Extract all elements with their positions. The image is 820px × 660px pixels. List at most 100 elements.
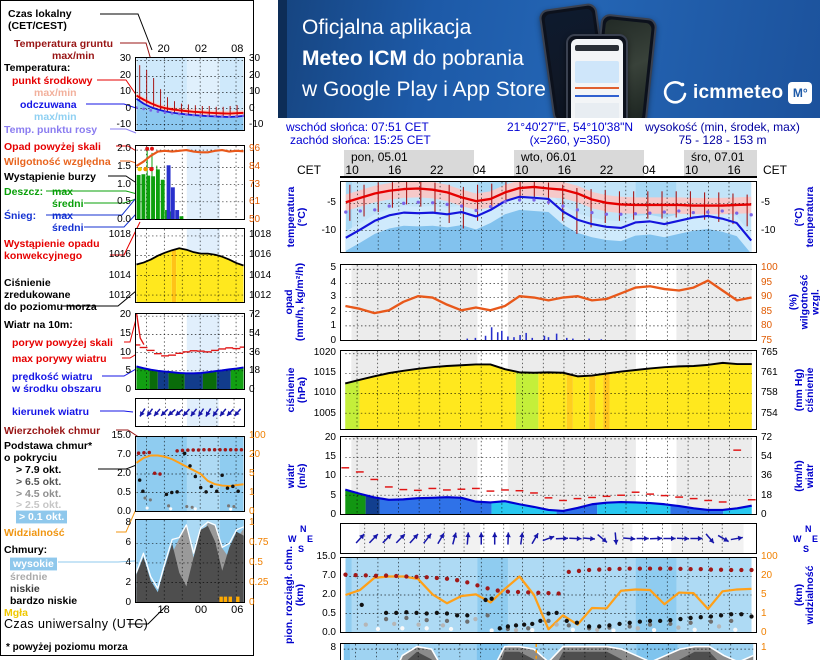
- tick-label: 90: [761, 291, 773, 303]
- tick-label: -10: [249, 119, 264, 131]
- legend-item: > 0.1 okt.: [16, 510, 68, 524]
- mini-wind: [135, 313, 245, 390]
- tick-label: 100: [249, 430, 266, 441]
- tick-label: -5: [327, 196, 336, 208]
- tick-label: 5: [761, 589, 767, 600]
- mini-hour-label: 00: [194, 604, 208, 616]
- ylabel-pressure-right: (mm Hg) ciśnienie: [793, 367, 816, 413]
- tick-label: 0: [330, 509, 336, 520]
- mini-hour-label: 02: [194, 43, 208, 55]
- legend-panel: [0, 0, 254, 656]
- tick-label: 8: [125, 517, 131, 528]
- tick-label: 2.0: [117, 143, 131, 155]
- tick-label: 18: [761, 489, 773, 501]
- tick-label: 8: [330, 642, 336, 654]
- legend-item: bardzo niskie: [10, 595, 78, 607]
- main-wind: [340, 436, 757, 515]
- tick-label: 100: [761, 551, 778, 562]
- ylabel-wind-right: (km/h) wiatr: [793, 460, 816, 492]
- tick-label: 1.5: [117, 160, 131, 172]
- tick-label: 20: [119, 309, 131, 321]
- tick-label: -10: [116, 119, 131, 131]
- legend-item: Chmury:: [4, 544, 48, 556]
- tick-label: 754: [761, 407, 778, 419]
- tick-label: 0: [249, 384, 255, 395]
- legend-item: Temperatura gruntu: [14, 38, 113, 50]
- legend-item: średnie: [10, 571, 48, 583]
- tick-label: 72: [761, 431, 773, 443]
- tick-label: 20: [119, 69, 131, 81]
- legend-item: max/min: [52, 50, 95, 62]
- icmmeteo-logo[interactable]: icmmeteo M°: [662, 80, 813, 106]
- utc-label: Czas uniwersalny (UTC): [4, 617, 149, 631]
- hour-label: 04: [472, 163, 486, 177]
- tick-label: 1: [330, 320, 336, 332]
- tick-label: 2.0: [322, 589, 336, 600]
- banner-line2: Meteo ICM do pobrania: [302, 43, 546, 74]
- compass-n: N: [300, 524, 307, 534]
- tick-label: 1: [249, 487, 255, 498]
- tick-label: 10: [119, 86, 131, 98]
- tick-label: 5: [249, 468, 255, 479]
- tick-label: 50: [249, 214, 261, 225]
- main-cover: [340, 643, 757, 660]
- legend-item: średni: [52, 222, 84, 234]
- compass-e: E: [307, 534, 314, 544]
- tick-label: 1012: [108, 289, 131, 301]
- tick-label: 6: [125, 537, 131, 548]
- day-label: śro, 07.01: [691, 150, 745, 164]
- main-precip: [340, 264, 757, 341]
- tick-label: 4: [330, 276, 336, 288]
- tick-label: 7.0: [117, 449, 131, 460]
- legend-item: Wystąpienie burzy: [4, 171, 96, 183]
- mini-hour-label: 06: [231, 604, 244, 616]
- tick-label: 0.25: [249, 577, 269, 588]
- mini-temp: [135, 57, 245, 131]
- app-banner[interactable]: Oficjalna aplikacja Meteo ICM do pobrani…: [278, 0, 820, 118]
- tick-label: 96: [249, 143, 261, 155]
- day-label: pon, 05.01: [351, 150, 408, 164]
- tick-label: 1015: [313, 367, 336, 379]
- banner-line1: Oficjalna aplikacja: [302, 16, 472, 39]
- legend-item: max porywy wiatru: [12, 353, 107, 365]
- banner-left-strip: [278, 0, 287, 118]
- tick-label: 0: [249, 597, 255, 608]
- legend-item: > 4.5 okt.: [16, 488, 62, 500]
- tick-label: 758: [761, 387, 778, 399]
- compass-s: S: [298, 544, 305, 554]
- phone-mockup-3: [566, 34, 628, 118]
- tick-label: 1: [761, 642, 767, 654]
- hour-label: 16: [557, 163, 572, 177]
- legend-item: poryw powyżej skali: [12, 337, 113, 349]
- hour-label: 04: [642, 163, 656, 177]
- tick-label: 15: [324, 451, 336, 463]
- tick-label: 100: [761, 262, 778, 274]
- tick-label: 0.75: [249, 537, 269, 548]
- tick-label: 0.5: [322, 608, 336, 619]
- legend-item: w środku obszaru: [12, 383, 102, 395]
- tick-label: 0: [761, 509, 767, 520]
- compass-w: W: [288, 534, 297, 544]
- tick-label: 80: [761, 320, 773, 332]
- tick-label: 0.0: [117, 506, 131, 517]
- legend-item: Temp. punktu rosy: [4, 124, 98, 136]
- hour-label: 10: [345, 163, 359, 177]
- legend-item: odczuwana: [20, 99, 77, 111]
- tick-label: 2.0: [117, 468, 131, 479]
- tick-label: 95: [761, 276, 773, 288]
- mini-dir: [135, 398, 245, 427]
- legend-item: kierunek wiatru: [12, 406, 90, 418]
- banner-text: Oficjalna aplikacja Meteo ICM do pobrani…: [302, 12, 546, 105]
- day-box: [514, 150, 644, 177]
- legend-item: niskie: [10, 583, 40, 595]
- compass-w: W: [793, 534, 802, 544]
- legend-item: > 7.9 okt.: [16, 464, 62, 476]
- tick-label: 61: [249, 196, 261, 208]
- tick-label: 54: [761, 451, 773, 463]
- tick-label: 15.0: [111, 430, 131, 441]
- legend-item: Mgła: [4, 607, 28, 619]
- tick-label: 2: [125, 577, 131, 588]
- legend-item: Wierzchołek chmur: [4, 425, 101, 437]
- legend-item: max/min: [34, 87, 77, 99]
